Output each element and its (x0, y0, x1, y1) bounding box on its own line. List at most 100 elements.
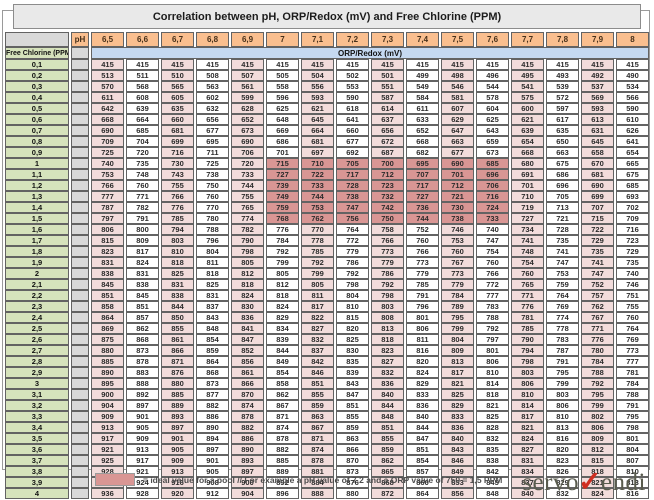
orp-value-cell: 817 (441, 367, 474, 378)
orp-value-cell: 812 (581, 444, 614, 455)
orp-value-cell: 818 (266, 290, 299, 301)
orp-value-cell: 788 (581, 367, 614, 378)
orp-value-cell: 795 (616, 411, 649, 422)
orp-value-cell: 792 (301, 257, 334, 268)
orp-value-cell: 880 (336, 488, 369, 499)
orp-value-cell: 753 (441, 235, 474, 246)
orp-value-cell: 744 (231, 180, 264, 191)
orp-value-cell: 801 (476, 345, 509, 356)
orp-value-cell: 822 (301, 312, 334, 323)
orp-value-cell: 415 (126, 59, 159, 70)
orp-value-cell: 754 (511, 257, 544, 268)
orp-value-cell: 829 (266, 312, 299, 323)
orp-value-cell: 814 (476, 378, 509, 389)
orp-value-cell: 502 (336, 70, 369, 81)
orp-value-cell: 539 (546, 81, 579, 92)
orp-value-cell: 415 (581, 59, 614, 70)
orp-value-cell: 880 (161, 378, 194, 389)
orp-value-cell: 563 (196, 81, 229, 92)
orp-value-cell: 884 (301, 477, 334, 488)
orp-value-cell: 566 (616, 92, 649, 103)
orp-value-cell: 760 (406, 235, 439, 246)
spacer-cell (71, 158, 89, 169)
orp-value-cell: 581 (441, 92, 474, 103)
orp-value-cell: 815 (336, 312, 369, 323)
table-row: 1,1 753 748 743 738 733 727 722 717 712 707 701 696 6… (5, 169, 649, 180)
orp-value-cell: 702 (616, 202, 649, 213)
orp-value-cell: 827 (301, 323, 334, 334)
orp-value-cell: 707 (581, 202, 614, 213)
orp-value-cell: 831 (126, 268, 159, 279)
orp-value-cell: 844 (406, 422, 439, 433)
orp-value-cell: 760 (511, 268, 544, 279)
orp-value-cell: 890 (91, 367, 124, 378)
orp-value-cell: 766 (371, 235, 404, 246)
orp-value-cell: 864 (91, 312, 124, 323)
orp-value-cell: 868 (196, 367, 229, 378)
spacer-cell (71, 59, 89, 70)
orp-value-cell: 792 (476, 323, 509, 334)
orp-value-cell: 696 (476, 169, 509, 180)
orp-value-cell: 699 (581, 191, 614, 202)
orp-value-cell: 823 (546, 455, 579, 466)
orp-value-cell: 725 (196, 158, 229, 169)
orp-value-cell: 735 (581, 246, 614, 257)
orp-value-cell: 810 (336, 301, 369, 312)
orp-value-cell: 901 (161, 433, 194, 444)
orp-value-cell: 744 (301, 191, 334, 202)
orp-value-cell: 504 (301, 70, 334, 81)
orp-value-cell: 825 (441, 389, 474, 400)
orp-value-cell: 818 (196, 268, 229, 279)
orp-value-cell: 766 (161, 191, 194, 202)
orp-value-cell: 747 (336, 202, 369, 213)
table-row: 0,7 690 685 681 677 673 669 664 660 656 652 647 643 6… (5, 125, 649, 136)
orp-value-cell: 817 (126, 246, 159, 257)
orp-value-cell: 722 (301, 169, 334, 180)
orp-value-cell: 730 (441, 202, 474, 213)
orp-value-cell: 804 (336, 290, 369, 301)
orp-value-cell: 812 (266, 279, 299, 290)
orp-value-cell: 658 (581, 147, 614, 158)
orp-value-cell: 838 (476, 455, 509, 466)
orp-value-cell: 813 (371, 323, 404, 334)
orp-value-cell: 632 (196, 103, 229, 114)
orp-value-cell: 905 (126, 422, 159, 433)
orp-value-cell: 732 (371, 191, 404, 202)
orp-value-cell: 867 (266, 400, 299, 411)
orp-value-cell: 654 (511, 136, 544, 147)
logo-text-post: endi (600, 469, 646, 496)
orp-value-cell: 785 (161, 213, 194, 224)
table-row: 3,3 909 901 893 886 878 871 863 855 848 840 833 825 8… (5, 411, 649, 422)
orp-value-cell: 824 (126, 257, 159, 268)
orp-value-cell: 776 (511, 301, 544, 312)
orp-value-cell: 727 (406, 191, 439, 202)
orp-value-cell: 897 (161, 422, 194, 433)
orp-value-cell: 770 (196, 202, 229, 213)
orp-value-cell: 729 (581, 235, 614, 246)
orp-value-cell: 824 (511, 433, 544, 444)
spacer-cell (71, 477, 89, 488)
orp-value-cell: 621 (301, 103, 334, 114)
orp-value-cell: 791 (546, 356, 579, 367)
spacer-cell (71, 290, 89, 301)
orp-value-cell: 892 (126, 389, 159, 400)
spacer-cell (71, 367, 89, 378)
orp-value-cell: 834 (511, 466, 544, 477)
orp-value-cell: 854 (196, 334, 229, 345)
orp-value-cell: 849 (266, 356, 299, 367)
orp-value-cell: 773 (371, 246, 404, 257)
spacer-cell (71, 433, 89, 444)
orp-value-cell: 720 (126, 147, 159, 158)
orp-value-cell: 738 (441, 213, 474, 224)
orp-value-cell: 741 (546, 246, 579, 257)
orp-value-cell: 868 (371, 477, 404, 488)
chlorine-row-header: 1,9 (5, 257, 69, 268)
orp-value-cell: 764 (616, 323, 649, 334)
orp-value-cell: 570 (91, 81, 124, 92)
orp-value-cell: 513 (91, 70, 124, 81)
ph-column-header: 6,7 (161, 32, 194, 47)
orp-value-cell: 607 (441, 103, 474, 114)
orp-value-cell: 840 (371, 389, 404, 400)
orp-value-cell: 735 (126, 158, 159, 169)
table-row: 1,9 831 824 818 811 805 799 792 786 779 773 767 760 7… (5, 257, 649, 268)
